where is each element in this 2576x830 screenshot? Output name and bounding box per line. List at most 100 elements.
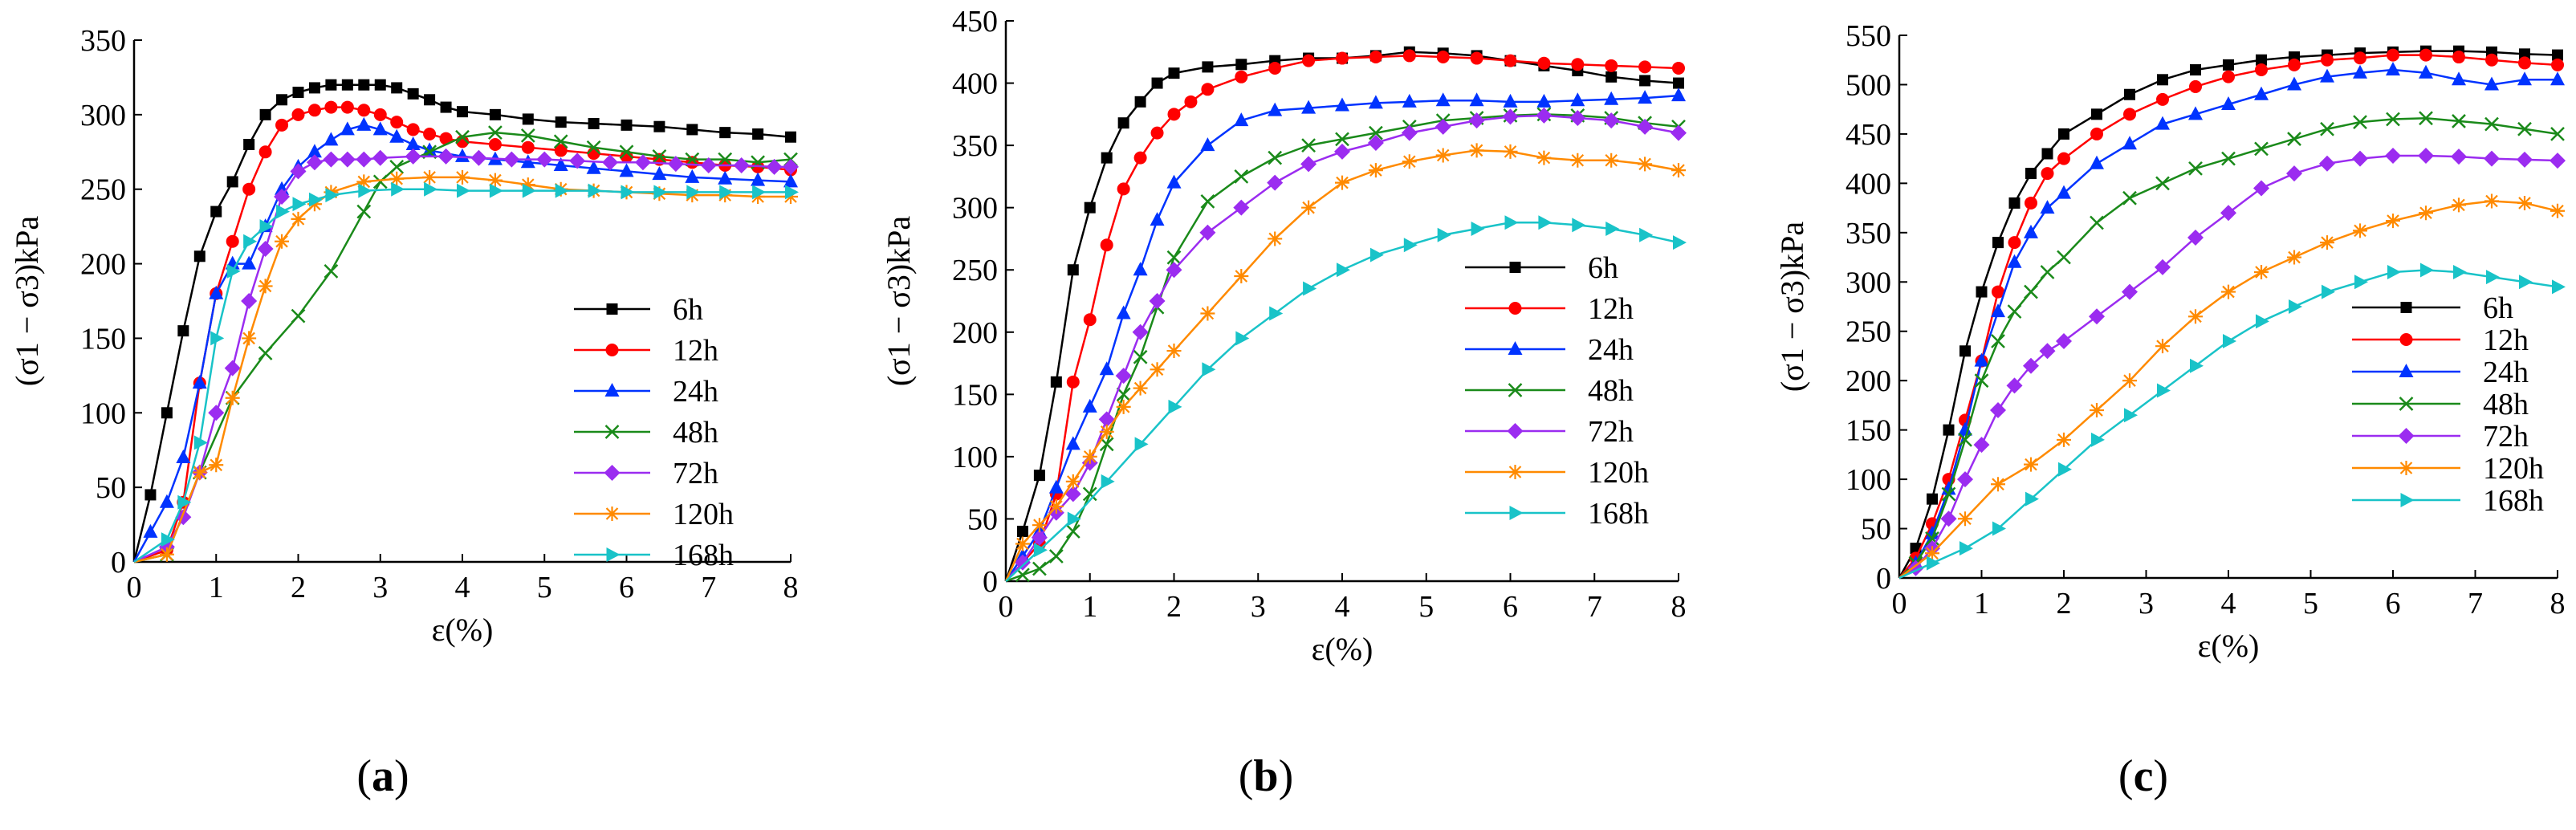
data-point-72h — [2319, 155, 2335, 172]
y-tick-label: 350 — [80, 24, 126, 58]
data-point-72h — [1132, 323, 1149, 340]
y-tick-label: 450 — [952, 5, 998, 39]
data-point-120h — [1116, 399, 1131, 414]
data-point-6h — [1050, 376, 1062, 388]
series-120h — [1004, 143, 1686, 582]
data-point-6h — [2552, 49, 2563, 61]
data-point-120h — [389, 171, 405, 186]
data-point-48h — [2386, 112, 2400, 127]
data-point-72h — [2550, 153, 2566, 169]
data-point-168h — [391, 181, 405, 197]
data-point-168h — [1067, 511, 1081, 527]
data-point-24h — [1099, 361, 1114, 376]
data-point-6h — [1016, 525, 1028, 537]
data-point-48h — [553, 134, 568, 149]
legend-label-72h: 72h — [1588, 415, 1634, 449]
data-point-12h — [1436, 50, 1450, 63]
data-point-12h — [340, 100, 354, 114]
y-tick-label: 450 — [1846, 118, 1891, 152]
legend-label-168h: 168h — [2483, 484, 2544, 518]
data-point-72h — [339, 151, 356, 168]
y-tick-label: 550 — [1846, 19, 1891, 53]
series-72h — [133, 148, 799, 564]
data-point-12h — [2354, 51, 2366, 65]
data-point-48h — [291, 308, 306, 323]
data-point-168h — [2058, 462, 2072, 477]
data-point-72h — [1115, 368, 1132, 384]
data-point-168h — [2091, 432, 2105, 447]
data-point-120h — [291, 211, 306, 226]
data-point-168h — [489, 183, 503, 198]
data-point-24h — [1368, 95, 1383, 109]
data-point-120h — [1015, 536, 1030, 551]
data-point-48h — [1991, 334, 2005, 348]
legend-label-120h: 120h — [673, 498, 734, 531]
series-12h — [1005, 49, 1685, 582]
data-point-168h — [161, 532, 175, 547]
data-point-12h — [1117, 182, 1130, 196]
data-point-48h — [1925, 531, 1939, 546]
legend-marker-168h — [1509, 506, 1524, 520]
data-point-120h — [242, 331, 257, 346]
x-tick-label: 1 — [1974, 587, 1989, 620]
data-point-120h — [2057, 432, 2071, 447]
data-point-6h — [1033, 470, 1045, 482]
y-tick-label: 150 — [80, 322, 126, 356]
data-point-72h — [2451, 149, 2467, 165]
data-point-12h — [357, 104, 371, 117]
data-point-12h — [275, 118, 289, 132]
data-point-48h — [372, 174, 388, 189]
data-point-24h — [176, 450, 191, 463]
data-point-48h — [2188, 161, 2203, 176]
legend-marker-48h — [1508, 383, 1523, 397]
data-point-168h — [2519, 275, 2533, 290]
data-point-48h — [2320, 121, 2334, 136]
data-point-12h — [1336, 51, 1349, 65]
y-tick-label: 250 — [952, 254, 998, 287]
data-point-72h — [2056, 333, 2072, 350]
data-point-168h — [785, 185, 799, 200]
data-point-120h — [2550, 203, 2565, 218]
data-point-48h — [718, 152, 733, 167]
data-point-24h — [159, 494, 174, 508]
data-point-168h — [1538, 215, 1553, 230]
data-point-72h — [2155, 258, 2171, 275]
data-point-24h — [455, 148, 470, 162]
data-point-24h — [1638, 90, 1653, 104]
data-point-12h — [1184, 95, 1198, 108]
data-point-120h — [1268, 231, 1283, 246]
data-point-72h — [1401, 124, 1418, 141]
data-point-6h — [588, 118, 600, 129]
data-point-6h — [2223, 59, 2234, 71]
series-24h — [1004, 87, 1686, 582]
series-line-24h — [1898, 68, 2558, 579]
y-tick-label: 250 — [80, 173, 126, 207]
legend-label-24h: 24h — [1588, 333, 1634, 367]
y-tick-label: 400 — [1846, 167, 1891, 201]
y-tick-label: 0 — [983, 565, 998, 599]
data-point-24h — [2484, 76, 2499, 91]
x-tick-label: 4 — [455, 571, 470, 604]
x-tick-label: 2 — [1166, 590, 1182, 624]
data-point-120h — [751, 189, 766, 204]
data-point-24h — [2057, 185, 2071, 199]
series-line-24h — [1004, 94, 1679, 582]
data-point-120h — [2221, 284, 2236, 299]
data-point-72h — [437, 148, 454, 165]
y-tick-label: 250 — [1846, 315, 1891, 349]
data-point-72h — [1149, 293, 1166, 309]
data-point-120h — [2254, 264, 2269, 279]
data-point-168h — [226, 263, 241, 279]
data-point-120h — [1032, 518, 1047, 533]
data-point-72h — [1671, 124, 1687, 141]
y-tick-label: 150 — [1846, 414, 1891, 448]
data-point-168h — [588, 183, 602, 198]
data-point-48h — [1133, 349, 1148, 364]
x-tick-label: 1 — [1082, 590, 1097, 624]
data-point-72h — [1098, 411, 1115, 428]
x-tick-label: 4 — [1335, 590, 1350, 624]
y-tick-label: 300 — [952, 192, 998, 226]
data-point-48h — [2007, 304, 2022, 319]
data-point-24h — [2188, 106, 2203, 120]
data-point-48h — [1082, 486, 1097, 502]
